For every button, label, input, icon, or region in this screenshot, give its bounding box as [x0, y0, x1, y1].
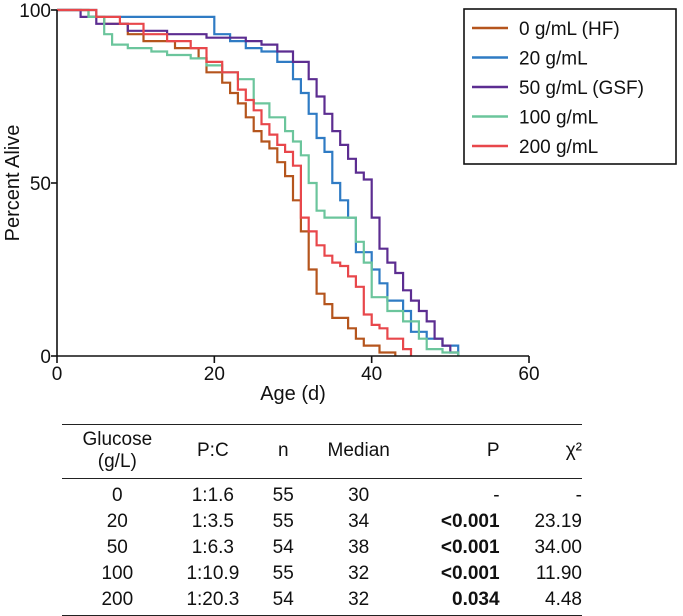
series-line-0: [57, 8, 397, 356]
cell-glucose: 20: [106, 511, 128, 532]
legend-label: 100 g/mL: [519, 108, 598, 129]
header-n: n: [253, 424, 314, 479]
cell-chi2: -: [575, 485, 582, 506]
cell-p: <0.001: [440, 511, 500, 532]
cell-pc: 1:3.5: [191, 511, 234, 532]
x-tick-label: 60: [518, 364, 539, 385]
cell-chi2: 23.19: [534, 511, 582, 532]
x-tick-label: 0: [52, 364, 63, 385]
cell-median: 32: [348, 563, 370, 584]
table-header-row: Glucose (g/L) P:C n Median P χ²: [62, 424, 582, 479]
table-row: 50 1:6.3 54 38 <0.001 34.00: [62, 535, 582, 561]
legend-label: 20 g/mL: [519, 49, 588, 70]
cell-n: 55: [272, 563, 294, 584]
cell-p: <0.001: [440, 563, 500, 584]
cell-p: <0.001: [440, 537, 500, 558]
stats-table: Glucose (g/L) P:C n Median P χ² 0 1:1.6 …: [62, 424, 582, 616]
cell-n: 54: [253, 587, 314, 616]
ticks: 0 20 40 60 0 50 100: [19, 1, 539, 385]
y-tick-label: 0: [40, 347, 51, 368]
header-glucose: Glucose (g/L): [62, 424, 173, 479]
series-line-2: [57, 8, 460, 356]
series-line-3: [57, 8, 460, 356]
legend-label: 200 g/mL: [519, 137, 598, 158]
cell-median: 30: [348, 485, 370, 506]
cell-pc: 1:6.3: [191, 537, 234, 558]
cell-pc: 1:20.3: [172, 587, 254, 616]
cell-p: 0.034: [403, 587, 512, 616]
header-p: P: [403, 424, 512, 479]
cell-pc: 1:10.9: [186, 563, 240, 584]
cell-glucose: 50: [106, 537, 128, 558]
x-axis-title: Age (d): [260, 383, 326, 405]
x-tick-label: 20: [204, 364, 225, 385]
cell-chi2: 11.90: [535, 563, 582, 584]
cell-p: -: [493, 485, 500, 506]
cell-n: 55: [272, 511, 294, 532]
table-row: 20 1:3.5 55 34 <0.001 23.19: [62, 509, 582, 535]
table-row: 200 1:20.3 54 32 0.034 4.48: [62, 587, 582, 616]
y-axis-title: Percent Alive: [2, 125, 24, 242]
y-tick-label: 50: [30, 174, 51, 195]
cell-median: 32: [313, 587, 404, 616]
series-line-4: [57, 8, 413, 356]
legend: 0 g/mL (HF) 20 g/mL 50 g/mL (GSF) 100 g/mL 2…: [463, 8, 677, 165]
cell-median: 38: [348, 537, 370, 558]
header-median: Median: [313, 424, 404, 479]
y-tick-label: 100: [19, 1, 51, 22]
header-chi2: χ²: [511, 424, 582, 479]
series-line-1: [57, 8, 460, 353]
cell-n: 54: [272, 537, 294, 558]
x-tick-label: 40: [361, 364, 382, 385]
cell-glucose: 200: [62, 587, 173, 616]
cell-pc: 1:1.6: [191, 485, 234, 506]
cell-glucose: 100: [101, 563, 134, 584]
legend-label: 0 g/mL (HF): [519, 19, 620, 40]
survival-chart: 0 20 40 60 0 50 100 Age (d) Percent Alive 0 g/…: [2, 1, 677, 405]
cell-glucose: 0: [112, 485, 123, 506]
table-row: 100 1:10.9 55 32 <0.001 11.90: [62, 561, 582, 587]
series-lines: [57, 8, 460, 356]
cell-chi2: 34.00: [534, 537, 582, 558]
cell-chi2: 4.48: [511, 587, 582, 616]
table-row: 0 1:1.6 55 30 - -: [62, 479, 582, 510]
legend-label: 50 g/mL (GSF): [519, 78, 644, 99]
header-pc: P:C: [172, 424, 254, 479]
cell-n: 55: [272, 485, 294, 506]
cell-median: 34: [348, 511, 370, 532]
